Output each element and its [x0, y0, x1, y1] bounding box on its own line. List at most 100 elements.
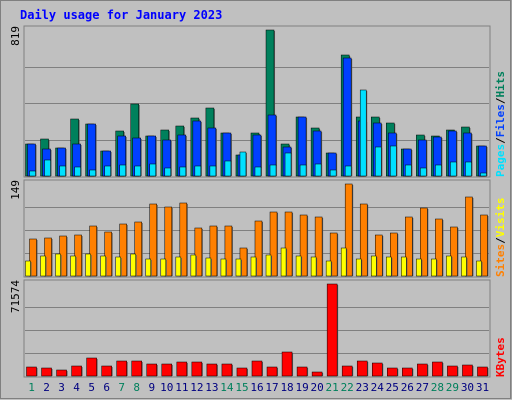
- bar-sites-day-22: [344, 183, 353, 277]
- bar-pages-day-10: [164, 167, 172, 177]
- bar-pages-day-1: [29, 170, 36, 177]
- bar-kbytes-day-26: [402, 367, 413, 377]
- x-tick-label-day-14: 14: [220, 381, 234, 394]
- bar-sites-day-29: [450, 226, 458, 277]
- bar-sites-day-28: [435, 218, 443, 277]
- bar-sites-day-1: [29, 238, 37, 277]
- x-tick-label-day-8: 8: [133, 381, 140, 394]
- bar-visits-day-4: [70, 255, 76, 277]
- bar-pages-day-22: [344, 165, 352, 177]
- bar-visits-day-31: [476, 260, 482, 277]
- bar-pages-day-28: [435, 164, 442, 177]
- bar-kbytes-day-6: [101, 365, 112, 377]
- bar-pages-day-12: [194, 165, 202, 177]
- bar-sites-day-13: [209, 225, 218, 277]
- bar-pages-day-21: [329, 169, 337, 177]
- bar-sites-day-5: [89, 225, 97, 277]
- bar-sites-day-8: [134, 221, 142, 277]
- bar-visits-day-9: [145, 258, 152, 277]
- bar-pages-day-15: [239, 151, 247, 177]
- bar-files-day-31: [478, 145, 487, 177]
- legend-item-pages: Pages: [494, 144, 507, 177]
- bar-visits-day-3: [55, 253, 61, 277]
- x-tick-label-day-11: 11: [175, 381, 188, 394]
- bar-pages-day-25: [390, 145, 397, 177]
- bar-pages-day-14: [224, 160, 232, 177]
- bar-sites-day-26: [405, 216, 413, 277]
- bar-kbytes-day-13: [206, 363, 218, 377]
- bar-visits-day-8: [130, 253, 136, 277]
- y-max-label: 149: [9, 180, 22, 200]
- y-max-label: 819: [9, 26, 22, 46]
- bar-visits-day-5: [85, 253, 91, 277]
- bar-sites-day-31: [480, 214, 488, 277]
- x-tick-label-day-19: 19: [295, 381, 308, 394]
- bar-sites-day-24: [374, 234, 383, 277]
- bar-visits-day-23: [355, 258, 362, 277]
- bar-visits-day-30: [461, 256, 467, 277]
- bar-sites-day-9: [149, 203, 158, 277]
- legend-item-kbytes: KBytes: [494, 337, 507, 377]
- bar-sites-day-7: [119, 223, 127, 277]
- bar-files-day-5: [87, 123, 96, 177]
- bar-pages-day-26: [405, 164, 412, 177]
- bar-visits-day-1: [25, 260, 31, 277]
- bar-pages-day-24: [374, 146, 382, 177]
- bar-sites-day-23: [359, 203, 368, 277]
- x-tick-label-day-30: 30: [461, 381, 474, 394]
- legend-item-files: Files: [494, 104, 507, 137]
- bar-files-day-22: [342, 57, 352, 177]
- x-tick-label-day-23: 23: [356, 381, 369, 394]
- bar-kbytes-day-30: [462, 364, 473, 377]
- bar-pages-day-27: [420, 167, 427, 177]
- bar-sites-day-11: [179, 202, 188, 277]
- bar-pages-day-11: [179, 166, 187, 177]
- bar-pages-day-29: [450, 161, 457, 177]
- legend-text: Sites/Visits: [494, 198, 507, 278]
- bar-kbytes-day-4: [71, 365, 82, 377]
- x-tick-label-day-16: 16: [250, 381, 263, 394]
- bar-pages-day-2: [44, 159, 51, 177]
- x-tick-label-day-6: 6: [103, 381, 110, 394]
- x-tick-label-day-12: 12: [190, 381, 203, 394]
- x-tick-label-day-31: 31: [476, 381, 489, 394]
- bar-pages-day-18: [284, 152, 292, 177]
- bar-kbytes-day-20: [311, 371, 323, 377]
- panel-visits-sites: 149 Sites/Visits: [9, 179, 507, 278]
- x-tick-label-day-10: 10: [160, 381, 173, 394]
- bar-pages-day-16: [254, 166, 262, 177]
- bars-visits-sites: [25, 183, 489, 277]
- y-max-label: 71574: [9, 280, 22, 313]
- bar-pages-day-9: [149, 163, 157, 177]
- x-tick-label-day-18: 18: [280, 381, 293, 394]
- legend-text: KBytes: [494, 337, 507, 377]
- bar-sites-day-17: [269, 211, 278, 277]
- legend-separator: /: [494, 97, 507, 104]
- bar-pages-day-23: [359, 89, 367, 177]
- bar-visits-day-26: [401, 256, 407, 277]
- x-tick-label-day-3: 3: [58, 381, 65, 394]
- legend-text: Pages/Files/Hits: [494, 71, 507, 177]
- legend-item-sites: Sites: [494, 244, 507, 277]
- bar-visits-day-6: [100, 255, 106, 277]
- bar-visits-day-10: [160, 258, 167, 277]
- bar-visits-day-7: [115, 256, 121, 277]
- x-tick-label-day-28: 28: [431, 381, 444, 394]
- bar-sites-day-30: [465, 196, 473, 277]
- x-tick-label-day-26: 26: [401, 381, 414, 394]
- panel-kbytes: 71574 KBytes: [9, 279, 507, 378]
- bar-visits-day-12: [190, 254, 197, 277]
- bar-kbytes-day-7: [116, 360, 127, 377]
- x-tick-label-day-1: 1: [28, 381, 35, 394]
- bar-sites-day-10: [164, 206, 173, 277]
- x-tick-label-day-20: 20: [311, 381, 324, 394]
- bar-pages-day-30: [465, 161, 472, 177]
- bar-sites-day-18: [284, 211, 293, 277]
- bar-kbytes-day-18: [281, 351, 293, 377]
- bar-pages-day-4: [74, 166, 81, 177]
- bar-kbytes-day-21: [326, 283, 338, 377]
- bar-kbytes-day-9: [146, 363, 158, 377]
- bar-kbytes-day-12: [191, 361, 203, 377]
